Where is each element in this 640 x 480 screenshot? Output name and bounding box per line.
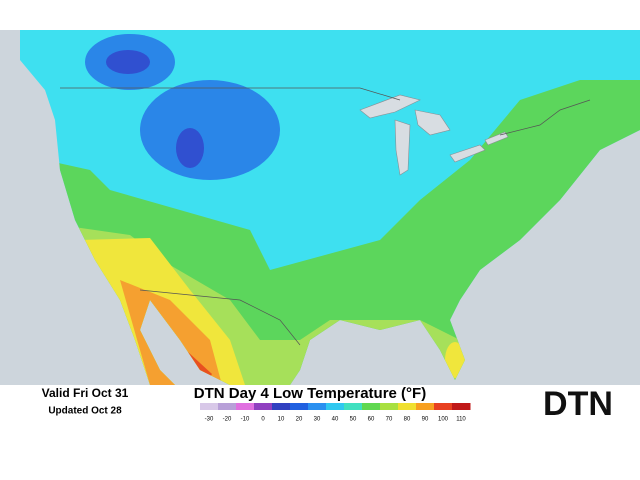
- scale-label: -10: [241, 417, 250, 423]
- great-lakes: [359, 94, 509, 176]
- scale-swatch: [218, 403, 237, 410]
- scale-label: 40: [332, 417, 339, 423]
- scale-label: 0: [261, 417, 265, 423]
- logo: DTN: [543, 385, 613, 423]
- scale-swatch: [380, 403, 399, 410]
- valid-date: Valid Fri Oct 31: [42, 386, 129, 400]
- scale-swatch: [254, 403, 273, 410]
- scale-swatch: [308, 403, 327, 410]
- scale-label: -30: [205, 417, 214, 423]
- scale-label: 100: [438, 417, 449, 423]
- map-title: DTN Day 4 Low Temperature (°F): [194, 385, 426, 402]
- scale-label: -20: [223, 417, 232, 423]
- scale-label: 60: [368, 417, 375, 423]
- scale-swatch: [362, 403, 381, 410]
- scale-label: 110: [456, 417, 466, 423]
- scale-swatch: [200, 403, 219, 410]
- scale-label: 30: [314, 417, 321, 423]
- updated-date: Updated Oct 28: [48, 406, 122, 417]
- scale-swatch: [434, 403, 453, 410]
- scale-label: 70: [386, 417, 393, 423]
- scale-swatch: [236, 403, 255, 410]
- scale-swatch: [290, 403, 309, 410]
- scale-label: 20: [296, 417, 303, 423]
- scale-swatch: [326, 403, 345, 410]
- scale-swatch: [452, 403, 471, 410]
- color-scale: -30 -20 -10 0 10 20 30 40 50 60 70 80 90 100 110: [200, 403, 471, 423]
- scale-label: 90: [422, 417, 429, 423]
- scale-swatch: [344, 403, 363, 410]
- scale-label: 80: [404, 417, 411, 423]
- scale-label: 50: [350, 417, 357, 423]
- scale-swatch: [272, 403, 291, 410]
- scale-label: 10: [278, 417, 285, 423]
- borders: [60, 87, 591, 346]
- scale-swatch: [398, 403, 417, 410]
- scale-swatch: [416, 403, 435, 410]
